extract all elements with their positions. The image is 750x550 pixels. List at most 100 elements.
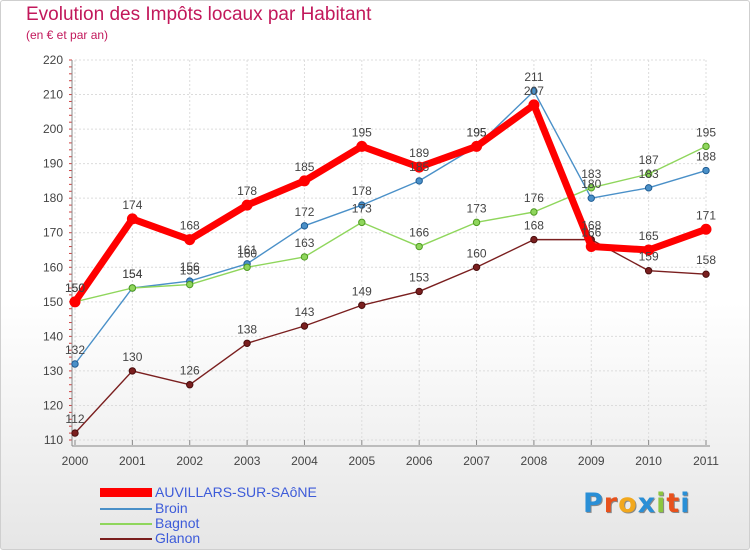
data-label-bagnot: 154 <box>122 267 142 281</box>
legend-swatch <box>100 488 152 497</box>
data-label-bagnot: 163 <box>294 236 314 250</box>
legend-swatch <box>100 538 152 540</box>
data-label-bagnot: 187 <box>639 153 659 167</box>
data-point-bagnot <box>702 142 710 151</box>
x-tick-label: 2011 <box>693 454 719 468</box>
data-label-bagnot: 173 <box>467 201 487 215</box>
legend-label: AUVILLARS-SUR-SAôNE <box>155 484 317 500</box>
data-label-auvillars-sur-sa-ne: 174 <box>122 198 142 212</box>
data-label-glanon: 158 <box>696 253 716 267</box>
series-line-bagnot <box>74 145 707 303</box>
data-point-bagnot <box>530 208 538 216</box>
data-label-glanon: 112 <box>65 412 84 426</box>
y-tick-label: 200 <box>43 122 63 136</box>
data-label-glanon: 130 <box>122 350 142 364</box>
y-tick-label: 110 <box>44 433 63 447</box>
data-point-glanon <box>472 263 481 271</box>
x-tick-label: 2009 <box>578 454 605 468</box>
data-label-glanon: 138 <box>237 322 257 336</box>
data-point-bagnot <box>186 280 194 289</box>
legend-label: Bagnot <box>155 515 200 531</box>
series-line-broin <box>74 90 707 365</box>
data-point-glanon <box>415 287 423 296</box>
data-label-auvillars-sur-sa-ne: 195 <box>467 125 487 139</box>
data-point-glanon <box>300 322 309 330</box>
data-point-glanon <box>358 301 366 309</box>
data-label-bagnot: 160 <box>237 246 257 260</box>
data-label-broin: 132 <box>65 343 85 357</box>
data-label-glanon: 149 <box>352 284 372 298</box>
data-point-auvillars-sur-sa-ne <box>413 161 425 173</box>
data-point-bagnot <box>243 263 251 271</box>
data-label-glanon: 143 <box>294 305 314 319</box>
y-tick-label: 220 <box>43 53 63 67</box>
data-label-glanon: 159 <box>639 250 659 264</box>
data-point-broin <box>644 184 653 192</box>
data-label-glanon: 160 <box>467 246 487 260</box>
data-label-auvillars-sur-sa-ne: 195 <box>352 125 372 139</box>
y-tick-label: 190 <box>43 157 63 171</box>
legend-label: Broin <box>155 500 188 516</box>
data-point-auvillars-sur-sa-ne <box>126 213 138 225</box>
data-label-auvillars-sur-sa-ne: 207 <box>524 84 544 98</box>
data-label-broin: 178 <box>352 184 372 198</box>
data-point-broin <box>587 194 595 202</box>
data-point-auvillars-sur-sa-ne <box>298 175 310 187</box>
data-label-bagnot: 195 <box>696 125 716 139</box>
series-layer <box>69 87 712 437</box>
x-tick-label: 2002 <box>176 454 203 468</box>
data-point-bagnot <box>128 284 137 292</box>
data-point-glanon <box>128 367 137 375</box>
y-tick-label: 130 <box>43 364 63 378</box>
data-point-bagnot <box>300 253 309 261</box>
data-label-auvillars-sur-sa-ne: 189 <box>409 146 429 160</box>
data-label-auvillars-sur-sa-ne: 185 <box>294 160 314 174</box>
data-point-broin <box>702 166 710 175</box>
y-tick-label: 140 <box>43 329 63 343</box>
data-label-broin: 195 <box>467 125 487 139</box>
data-label-glanon: 168 <box>524 219 544 233</box>
data-label-bagnot: 183 <box>581 167 601 181</box>
data-point-broin <box>300 222 309 230</box>
data-label-bagnot: 176 <box>524 191 544 205</box>
legend-swatch <box>100 523 152 525</box>
data-point-glanon <box>186 381 194 389</box>
data-point-auvillars-sur-sa-ne <box>700 223 712 235</box>
data-label-bagnot: 173 <box>352 201 372 215</box>
data-label-broin: 188 <box>696 150 716 164</box>
data-label-auvillars-sur-sa-ne: 166 <box>581 226 601 240</box>
data-label-auvillars-sur-sa-ne: 171 <box>696 208 716 222</box>
data-point-glanon <box>243 339 251 347</box>
chart-subtitle: (en € et par an) <box>26 28 109 42</box>
y-tick-label: 170 <box>43 226 63 240</box>
data-point-auvillars-sur-sa-ne <box>643 244 655 256</box>
x-tick-label: 2005 <box>348 454 375 468</box>
data-label-glanon: 126 <box>180 364 200 378</box>
data-label-broin: 154 <box>122 267 142 281</box>
data-point-broin <box>530 87 538 95</box>
data-label-broin: 211 <box>524 70 543 84</box>
y-tick-label: 120 <box>43 398 63 412</box>
x-tick-label: 2001 <box>119 454 146 468</box>
x-tick-label: 2007 <box>463 454 490 468</box>
data-label-bagnot: 155 <box>180 264 200 278</box>
data-point-auvillars-sur-sa-ne <box>241 199 253 211</box>
data-point-glanon <box>530 235 538 244</box>
data-point-broin <box>71 360 79 368</box>
x-tick-label: 2004 <box>291 454 318 468</box>
data-label-broin: 172 <box>294 205 314 219</box>
data-point-bagnot <box>472 218 481 227</box>
data-point-auvillars-sur-sa-ne <box>471 140 483 152</box>
data-point-bagnot <box>358 218 366 227</box>
data-label-auvillars-sur-sa-ne: 178 <box>237 184 257 198</box>
data-point-auvillars-sur-sa-ne <box>69 296 81 308</box>
x-tick-label: 2010 <box>635 454 662 468</box>
data-point-auvillars-sur-sa-ne <box>356 140 368 152</box>
data-point-glanon <box>702 270 710 278</box>
data-point-auvillars-sur-sa-ne <box>585 241 597 253</box>
legend-swatch <box>100 508 152 510</box>
y-tick-label: 160 <box>43 260 63 274</box>
data-point-broin <box>358 201 366 209</box>
series-line-auvillars-sur-sa-ne <box>71 101 710 306</box>
chart-title: Evolution des Impôts locaux par Habitant <box>26 4 372 25</box>
